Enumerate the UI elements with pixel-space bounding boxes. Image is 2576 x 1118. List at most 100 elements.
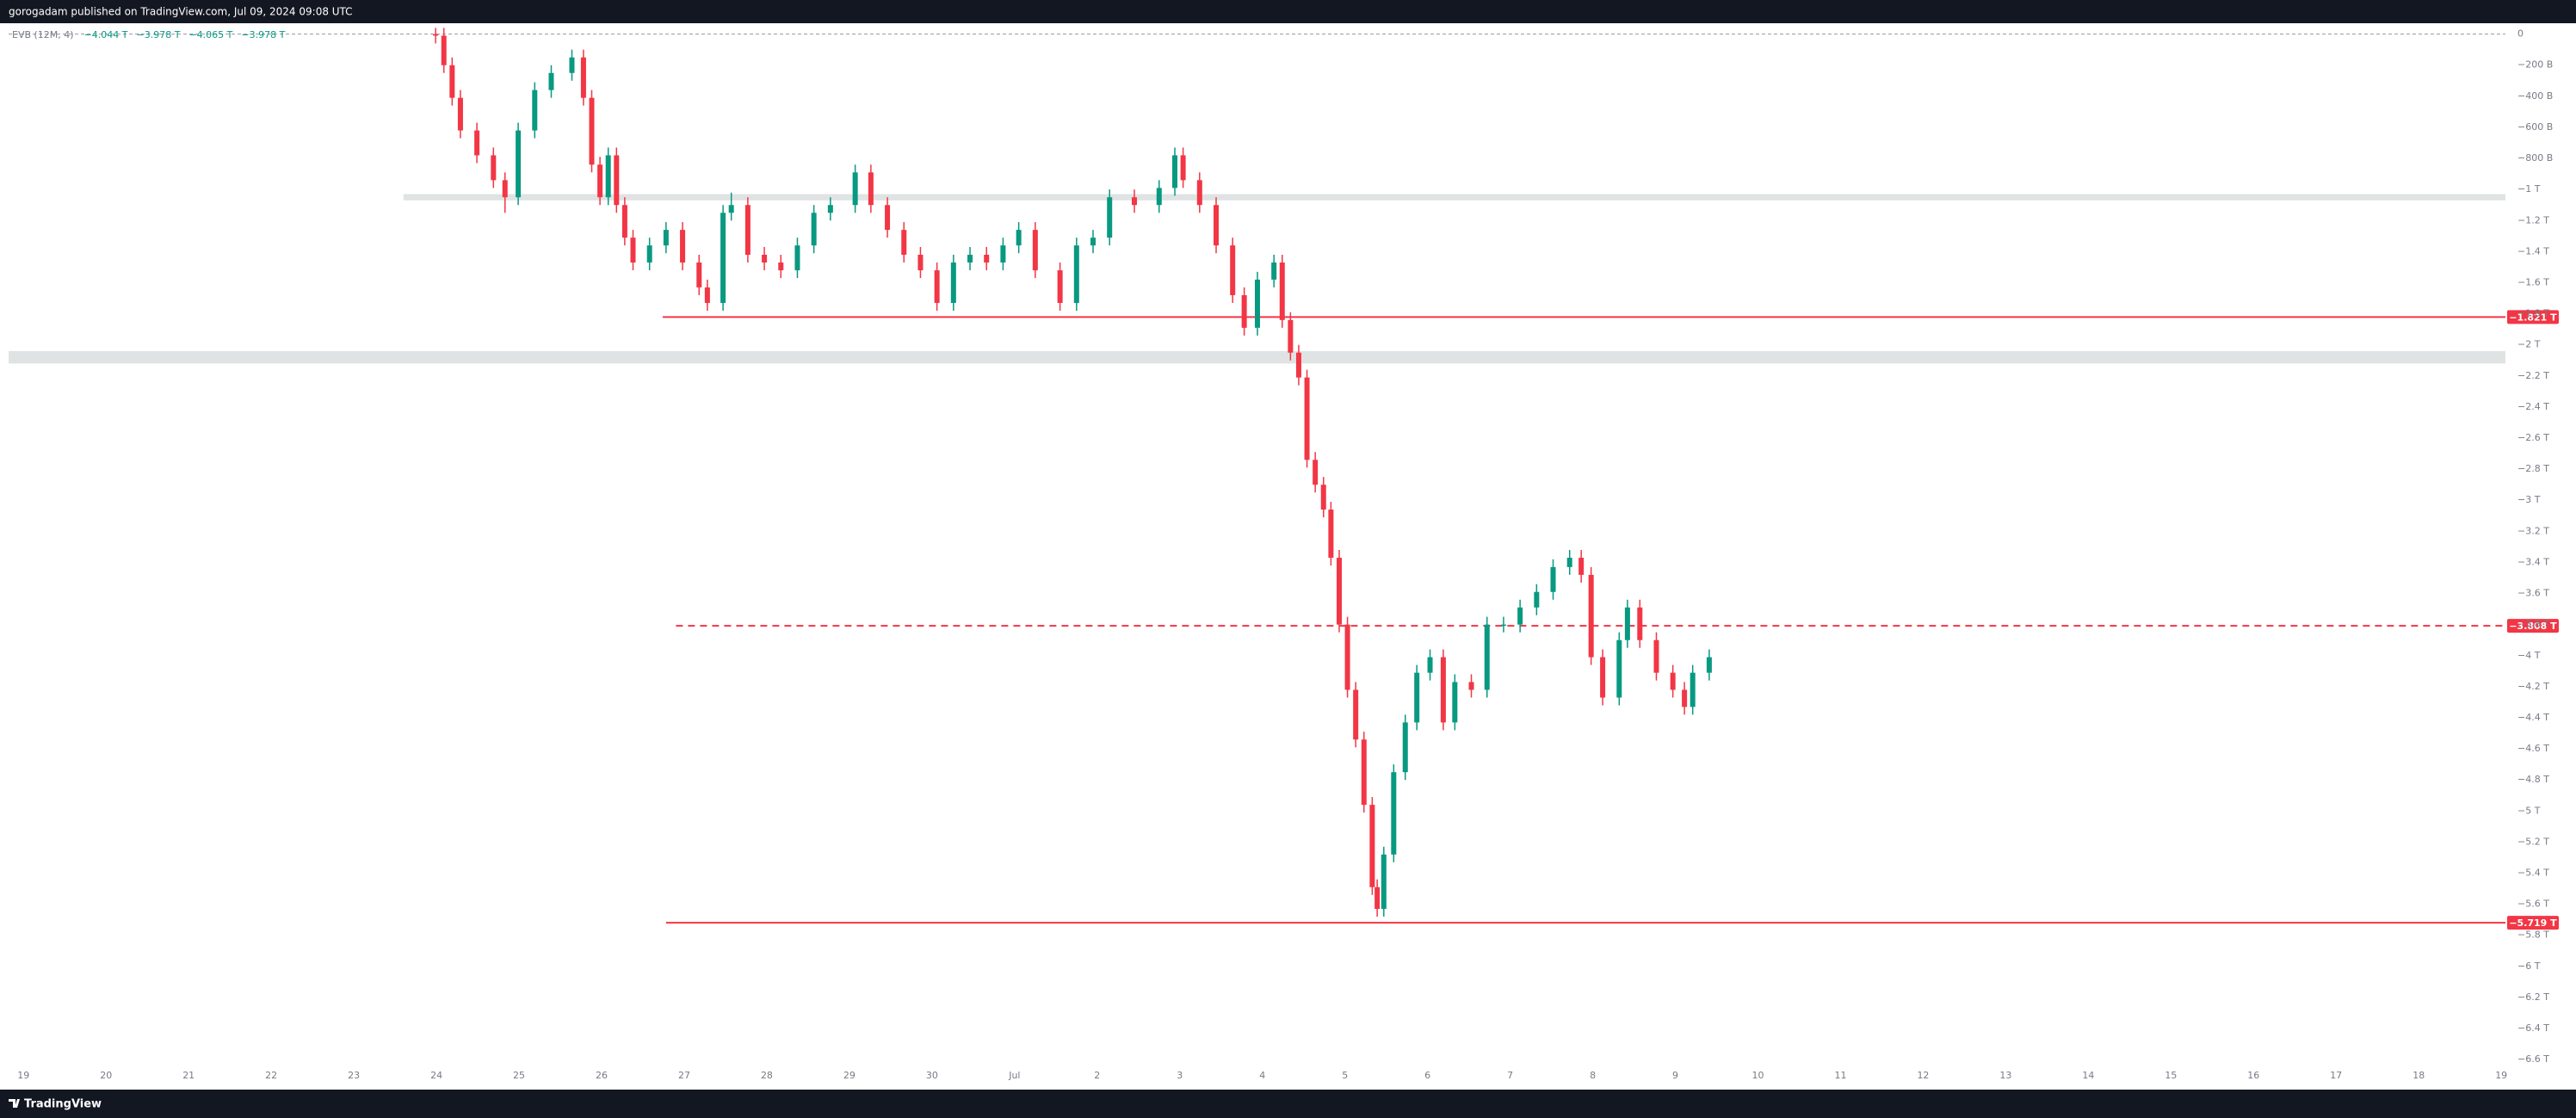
- y-tick-label: −200 B: [2517, 59, 2553, 71]
- candle-body: [917, 254, 924, 271]
- y-tick-label: −4 T: [2517, 650, 2541, 661]
- header-bar: [0, 0, 2576, 23]
- level-tag: [2507, 310, 2559, 324]
- candle-body: [1361, 739, 1367, 806]
- candle-body: [704, 287, 710, 303]
- candle-body: [1180, 155, 1186, 181]
- candle-body: [1517, 607, 1523, 625]
- candle-body: [1241, 294, 1247, 328]
- candle-body: [1374, 886, 1381, 910]
- candle-body: [614, 155, 620, 206]
- zone: [9, 350, 2505, 364]
- y-tick-label: −6.2 T: [2517, 991, 2549, 1003]
- candle-body: [441, 35, 447, 65]
- candle-body: [1032, 230, 1038, 271]
- x-tick-label: 11: [1834, 1070, 1846, 1081]
- candle-body: [1295, 352, 1301, 378]
- x-tick-label: 3: [1177, 1070, 1183, 1081]
- x-tick-label: 21: [182, 1070, 195, 1081]
- candle-body: [885, 205, 891, 231]
- y-tick-label: −6.4 T: [2517, 1022, 2549, 1034]
- candle-body: [1313, 460, 1319, 485]
- candle-body: [1279, 263, 1285, 320]
- x-tick-label: 17: [2330, 1070, 2342, 1081]
- candle-body: [1534, 591, 1540, 608]
- y-tick-label: −1.8 T: [2517, 308, 2549, 319]
- candle-body: [1427, 657, 1433, 673]
- x-tick-label: 9: [1672, 1070, 1678, 1081]
- candle-body: [1500, 624, 1506, 627]
- y-tick-label: −5.6 T: [2517, 899, 2549, 910]
- candle-body: [1196, 180, 1202, 206]
- y-tick-label: −1 T: [2517, 183, 2541, 195]
- y-tick-label: −3.4 T: [2517, 556, 2549, 567]
- y-tick-label: −4.6 T: [2517, 743, 2549, 754]
- header-title: gorogadam published on TradingView.com, …: [9, 6, 353, 18]
- x-tick-label: 14: [2082, 1070, 2094, 1081]
- candle-body: [1090, 238, 1096, 246]
- candle-body: [950, 263, 956, 303]
- candle-body: [720, 213, 726, 303]
- footer-brand: TradingView: [24, 1098, 102, 1111]
- y-tick-label: −3 T: [2517, 494, 2541, 505]
- candle-body: [901, 230, 907, 255]
- candle-body: [1353, 689, 1359, 740]
- y-tick-label: −800 B: [2517, 152, 2553, 164]
- candle-body: [934, 270, 940, 303]
- x-tick-label: 28: [761, 1070, 773, 1081]
- candle-body: [1616, 639, 1622, 698]
- y-tick-label: −2.6 T: [2517, 432, 2549, 443]
- candle-body: [1452, 682, 1458, 723]
- x-tick-label: 7: [1507, 1070, 1513, 1081]
- candle-body: [621, 205, 627, 238]
- x-tick-label: 16: [2247, 1070, 2259, 1081]
- footer-logo: TradingView: [9, 1098, 102, 1111]
- level-label: −1.821 T: [2509, 312, 2557, 323]
- x-tick-label: 5: [1342, 1070, 1348, 1081]
- candle-body: [1230, 245, 1236, 295]
- candle-body: [1468, 682, 1474, 690]
- candle-body: [1484, 624, 1490, 690]
- candle-body: [605, 155, 611, 198]
- candle-body: [1670, 672, 1676, 690]
- x-tick-label: 23: [348, 1070, 360, 1081]
- candle-body: [1328, 510, 1334, 559]
- x-tick-label: 22: [265, 1070, 277, 1081]
- candle-body: [630, 238, 636, 263]
- candle-body: [1624, 607, 1630, 640]
- y-tick-label: −4.2 T: [2517, 681, 2549, 692]
- candle-body: [516, 130, 522, 198]
- y-tick-label: −2.4 T: [2517, 401, 2549, 412]
- candle-body: [1057, 270, 1063, 303]
- y-tick-label: −5.4 T: [2517, 868, 2549, 879]
- y-tick-label: −5.8 T: [2517, 930, 2549, 941]
- x-tick-label: 13: [1999, 1070, 2011, 1081]
- x-tick-label: Jul: [1008, 1070, 1020, 1081]
- x-tick-label: 8: [1590, 1070, 1596, 1081]
- candle-body: [827, 205, 833, 213]
- candle-body: [984, 254, 990, 263]
- candle-body: [646, 245, 652, 263]
- level-tag: [2507, 619, 2559, 633]
- candle-body: [744, 205, 751, 255]
- y-tick-label: −1.4 T: [2517, 245, 2549, 256]
- candle-body: [597, 164, 603, 198]
- y-tick-label: −3.8 T: [2517, 619, 2549, 630]
- level-label: −3.808 T: [2509, 621, 2557, 632]
- candle-body: [1566, 558, 1572, 567]
- level-label: −5.719 T: [2509, 917, 2557, 929]
- candle-body: [457, 97, 463, 131]
- candle-body: [502, 180, 508, 198]
- candle-body: [762, 254, 768, 263]
- candle-body: [1000, 245, 1006, 263]
- candle-body: [1381, 854, 1387, 910]
- y-tick-label: −6.6 T: [2517, 1053, 2549, 1065]
- y-tick-label: −2.8 T: [2517, 463, 2549, 474]
- candle-body: [1344, 624, 1350, 690]
- candle-body: [967, 254, 973, 263]
- y-tick-label: −6 T: [2517, 960, 2541, 972]
- candle-body: [1578, 558, 1585, 575]
- candle-body: [1254, 279, 1260, 328]
- x-tick-label: 18: [2412, 1070, 2425, 1081]
